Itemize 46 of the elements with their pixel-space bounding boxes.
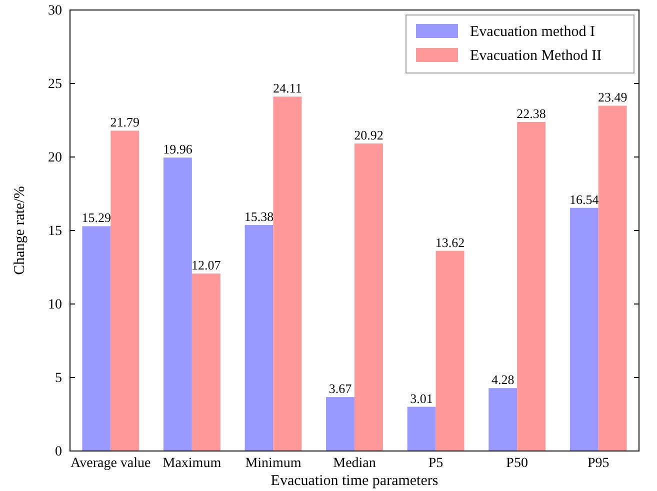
y-tick-label: 10	[48, 297, 62, 312]
data-label: 3.01	[410, 390, 433, 406]
bar	[570, 208, 598, 451]
data-label: 3.67	[328, 381, 352, 396]
bar	[407, 406, 436, 451]
data-label: 13.62	[435, 234, 465, 250]
x-tick-label: Minimum	[245, 456, 302, 471]
data-label: 23.49	[598, 90, 628, 105]
x-tick-label: P5	[428, 456, 444, 471]
bar	[163, 158, 192, 451]
x-tick-label: Average value	[70, 456, 151, 471]
data-label: 19.96	[163, 142, 193, 157]
x-tick-label: P50	[506, 456, 528, 471]
data-label: 15.29	[82, 210, 112, 226]
data-label: 24.11	[273, 80, 302, 96]
bar	[436, 250, 464, 451]
y-tick-label: 20	[48, 150, 62, 166]
y-tick-label: 15	[48, 224, 62, 239]
legend-label: Evacuation Method II	[470, 48, 602, 64]
bar	[273, 96, 302, 451]
data-label: 22.38	[516, 106, 546, 122]
bar	[488, 388, 518, 451]
bar	[82, 226, 111, 451]
data-label: 12.07	[192, 258, 222, 273]
bar	[517, 122, 546, 451]
data-label: 15.38	[244, 208, 274, 224]
data-label: 20.92	[354, 127, 384, 142]
y-tick-label: 5	[55, 370, 62, 386]
data-label: 21.79	[110, 114, 140, 130]
bar	[110, 130, 140, 451]
x-axis-title: Evacuation time parameters	[270, 473, 438, 489]
bar	[326, 397, 354, 451]
bar	[598, 106, 627, 451]
bar	[244, 224, 274, 451]
bar	[192, 274, 220, 451]
x-tick-label: Median	[333, 456, 376, 471]
y-tick-label: 30	[48, 3, 62, 18]
y-tick-label: 25	[48, 76, 62, 92]
legend-label: Evacuation method I	[470, 24, 595, 40]
bar	[354, 143, 383, 451]
y-tick-label: 0	[55, 444, 62, 460]
data-label: 16.54	[570, 192, 600, 207]
data-label: 4.28	[491, 372, 514, 388]
x-tick-label: Maximum	[162, 456, 222, 471]
y-axis-title: Change rate/%	[12, 186, 28, 275]
x-tick-label: P95	[587, 456, 610, 471]
